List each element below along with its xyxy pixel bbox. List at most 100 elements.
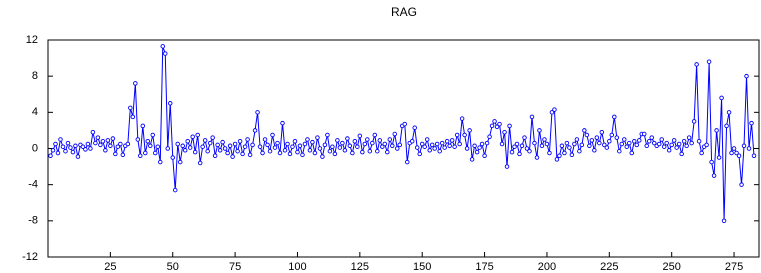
point-marker	[76, 155, 80, 159]
point-marker	[535, 156, 539, 160]
point-marker	[201, 145, 205, 149]
point-marker	[563, 151, 567, 155]
point-marker	[126, 142, 130, 146]
point-marker	[697, 139, 701, 143]
point-marker	[178, 160, 182, 164]
point-marker	[590, 139, 594, 143]
point-marker	[540, 144, 544, 148]
point-marker	[328, 149, 332, 153]
point-marker	[670, 143, 674, 147]
point-marker	[366, 138, 370, 142]
point-marker	[677, 142, 681, 146]
point-marker	[231, 155, 235, 159]
point-marker	[405, 160, 409, 164]
point-marker	[358, 134, 362, 138]
point-marker	[71, 150, 75, 154]
point-marker	[163, 52, 167, 56]
point-marker	[236, 149, 240, 153]
point-marker	[99, 143, 103, 147]
point-marker	[206, 149, 210, 153]
point-marker	[692, 120, 696, 124]
point-marker	[338, 146, 342, 150]
point-marker	[156, 145, 160, 149]
y-tick-label: -12	[22, 251, 38, 263]
point-marker	[600, 130, 604, 134]
point-marker	[642, 132, 646, 136]
point-marker	[291, 145, 295, 149]
point-marker	[720, 96, 724, 100]
point-marker	[198, 161, 202, 165]
point-marker	[343, 149, 347, 153]
point-marker	[722, 219, 726, 223]
point-marker	[59, 138, 63, 142]
point-marker	[323, 143, 327, 147]
point-marker	[176, 142, 180, 146]
point-marker	[248, 153, 252, 157]
point-marker	[303, 142, 307, 146]
point-marker	[687, 136, 691, 140]
point-marker	[321, 155, 325, 159]
point-marker	[56, 151, 60, 155]
point-marker	[91, 130, 95, 134]
point-marker	[580, 143, 584, 147]
point-marker	[450, 139, 454, 143]
point-marker	[263, 138, 267, 142]
point-marker	[528, 149, 532, 153]
point-marker	[413, 126, 417, 130]
point-marker	[485, 141, 489, 145]
point-marker	[166, 147, 170, 151]
point-marker	[271, 133, 275, 137]
x-tick-label: 75	[229, 261, 241, 273]
point-marker	[273, 146, 277, 150]
point-marker	[510, 150, 514, 154]
point-marker	[705, 143, 709, 147]
point-marker	[632, 139, 636, 143]
point-marker	[463, 133, 467, 137]
point-marker	[168, 101, 172, 105]
point-marker	[104, 149, 108, 153]
x-tick-label: 150	[413, 261, 431, 273]
point-marker	[171, 156, 175, 160]
point-marker	[301, 153, 305, 157]
point-marker	[361, 150, 365, 154]
point-marker	[685, 144, 689, 148]
point-marker	[218, 149, 222, 153]
point-marker	[625, 145, 629, 149]
point-marker	[318, 147, 322, 151]
point-marker	[183, 149, 187, 153]
point-marker	[695, 63, 699, 67]
point-marker	[383, 142, 387, 146]
point-marker	[622, 138, 626, 142]
x-tick-label: 25	[104, 261, 116, 273]
point-marker	[657, 142, 661, 146]
point-marker	[223, 147, 227, 151]
point-marker	[353, 139, 357, 143]
y-tick-label: 4	[32, 106, 38, 118]
point-marker	[331, 145, 335, 149]
point-marker	[136, 138, 140, 142]
point-marker	[725, 124, 729, 128]
point-marker	[445, 139, 449, 143]
point-marker	[573, 142, 577, 146]
point-marker	[191, 135, 195, 139]
point-marker	[268, 149, 272, 153]
point-marker	[433, 147, 437, 151]
y-tick-label: -4	[28, 179, 38, 191]
point-marker	[393, 132, 397, 136]
point-marker	[515, 142, 519, 146]
x-tick-label: 50	[167, 261, 179, 273]
point-marker	[707, 60, 711, 64]
point-marker	[351, 151, 355, 155]
point-marker	[336, 139, 340, 143]
point-marker	[435, 142, 439, 146]
x-tick-label: 125	[351, 261, 369, 273]
point-marker	[425, 138, 429, 142]
point-marker	[637, 139, 641, 143]
point-marker	[730, 151, 734, 155]
point-marker	[131, 115, 135, 119]
point-marker	[568, 146, 572, 150]
point-marker	[475, 150, 479, 154]
point-marker	[712, 174, 716, 178]
point-marker	[181, 144, 185, 148]
point-marker	[129, 106, 133, 110]
